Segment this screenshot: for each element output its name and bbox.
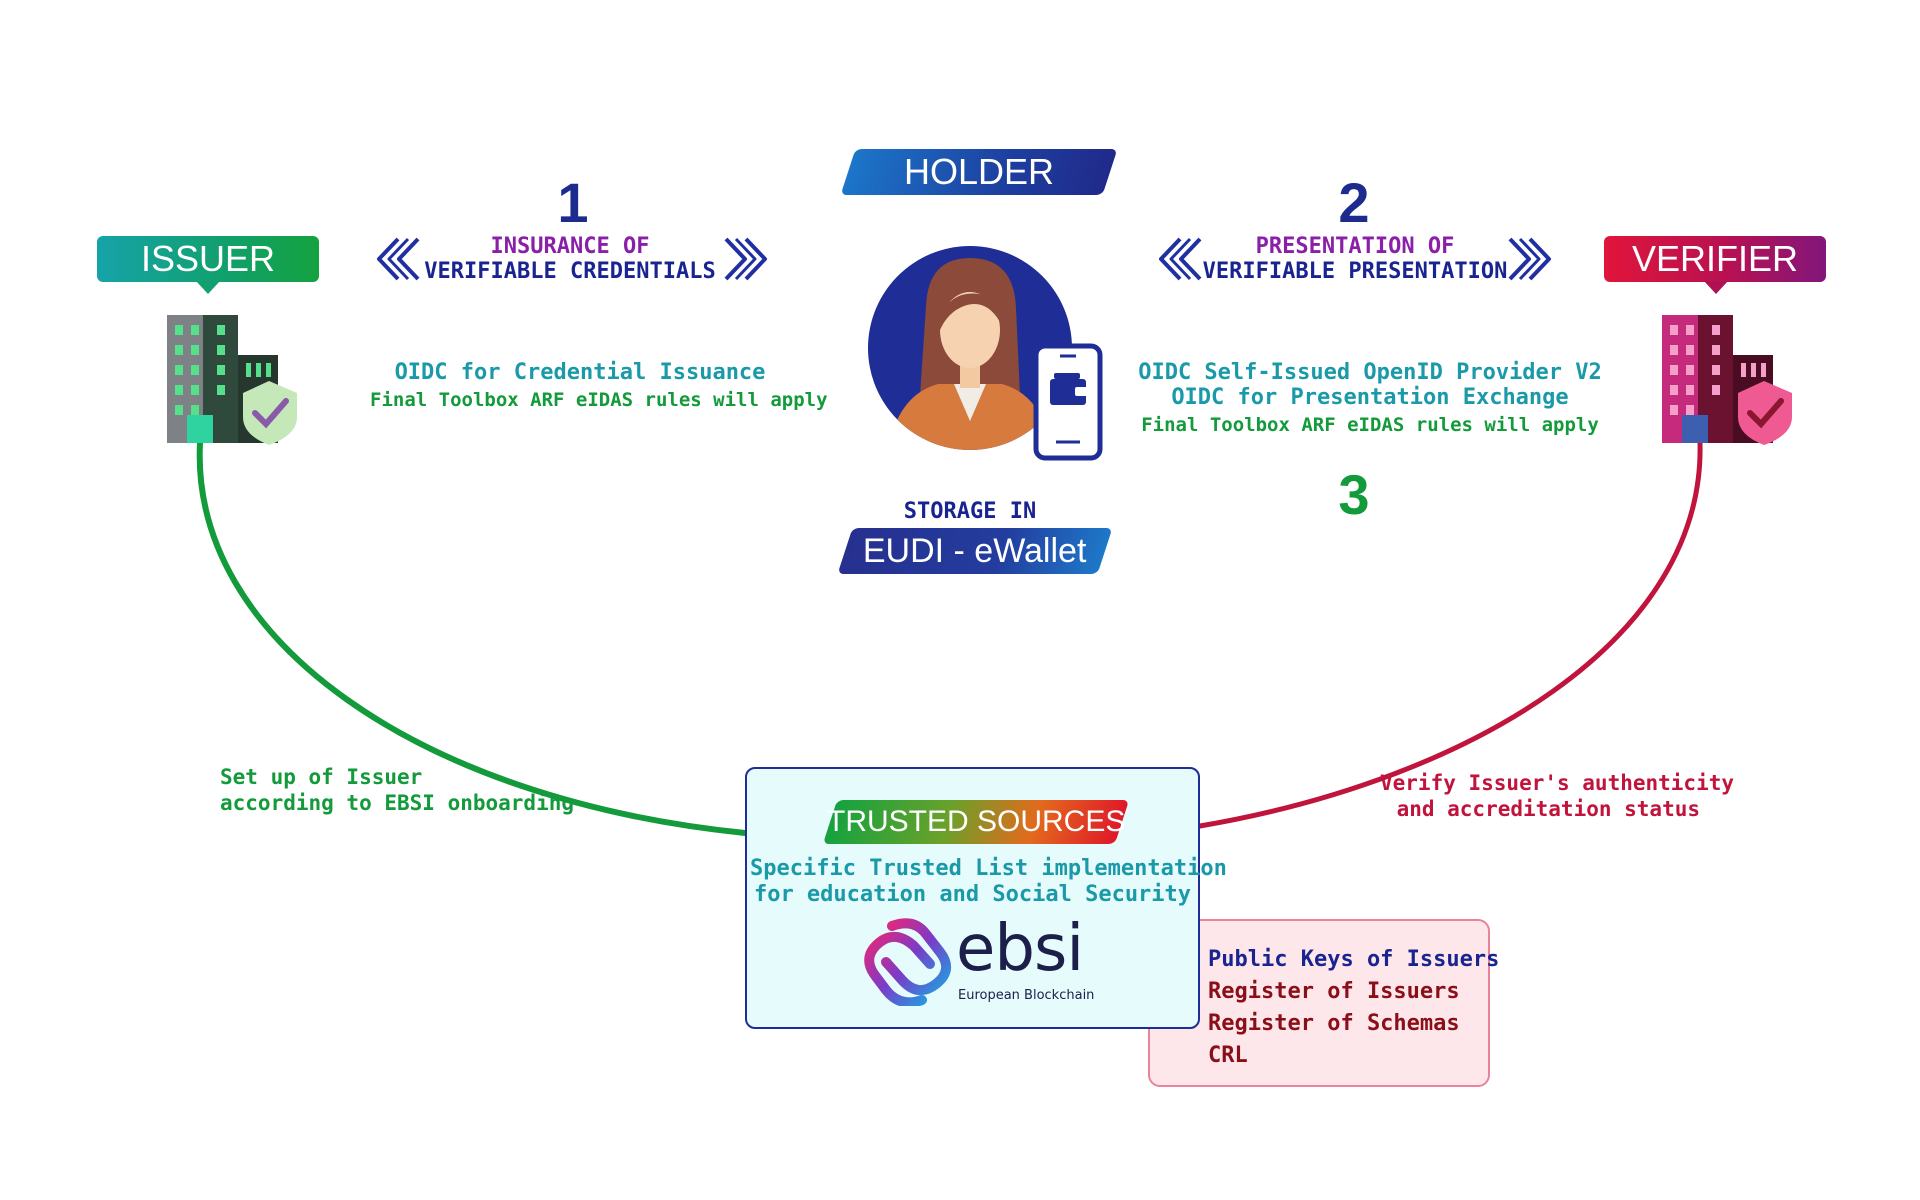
verify-issuer-text: Verify Issuer's authenticity and accredi… <box>1380 770 1735 822</box>
step-1-protocol: OIDC for Credential Issuance <box>394 360 766 385</box>
step-1-number: 1 <box>557 171 589 234</box>
verifier-building-icon <box>1662 315 1792 445</box>
step-3-number: 3 <box>1338 463 1370 526</box>
step-2-protocol-line1: OIDC Self-Issued OpenID Provider V2 <box>1138 360 1602 385</box>
registry-item: CRL <box>1208 1043 1248 1068</box>
step-1-title-line1: INSURANCE OF <box>490 234 650 259</box>
trusted-sources-desc-line2: for education and Social Security <box>753 882 1192 907</box>
verify-issuer-line1: Verify Issuer's authenticity <box>1380 771 1735 795</box>
issuer-pill: ISSUER <box>97 236 319 282</box>
verify-issuer-line2: and accreditation status <box>1396 797 1700 821</box>
trusted-sources-desc-line1: Specific Trusted List implementation <box>750 856 1227 881</box>
step-1-right-chevrons-icon <box>724 237 767 281</box>
verifier-pill: VERIFIER <box>1604 236 1826 282</box>
holder-pill: HOLDER <box>840 149 1118 195</box>
trusted-sources-label: TRUSTED SOURCES <box>826 805 1126 838</box>
ebsi-logo-text: ebsi <box>956 912 1084 986</box>
eudi-wallet-pill: EUDI - eWallet <box>837 528 1113 574</box>
trusted-sources-pill: TRUSTED SOURCES <box>822 800 1130 844</box>
issuer-building-icon <box>167 315 297 445</box>
ebsi-logo-subtext: European Blockchain <box>958 988 1095 1003</box>
step-1-title: INSURANCE OF VERIFIABLE CREDENTIALS <box>420 234 720 284</box>
storage-in-label: STORAGE IN <box>903 499 1037 524</box>
registry-item: Public Keys of Issuers <box>1208 947 1500 972</box>
holder-label: HOLDER <box>903 151 1055 192</box>
verifier-to-trusted-curve <box>1197 440 1703 829</box>
step-1-title-line2: VERIFIABLE CREDENTIALS <box>424 259 716 284</box>
step-1-rules: Final Toolbox ARF eIDAS rules will apply <box>370 389 828 411</box>
issuer-pill-pointer <box>196 281 220 294</box>
issuer-setup-line2: according to EBSI onboarding <box>220 791 575 815</box>
registry-item: Register of Issuers <box>1208 979 1460 1004</box>
step-1-left-chevrons-icon <box>377 237 420 281</box>
step-2-rules: Final Toolbox ARF eIDAS rules will apply <box>1141 414 1599 436</box>
step-2-title-line2: VERIFIABLE PRESENTATION <box>1202 259 1508 284</box>
step-2-title: PRESENTATION OF VERIFIABLE PRESENTATION <box>1200 234 1510 284</box>
verifier-label: VERIFIER <box>1631 238 1799 279</box>
issuer-to-trusted-curve <box>196 440 748 836</box>
step-2-protocol-line2: OIDC for Presentation Exchange <box>1171 385 1569 410</box>
step-2-right-chevrons-icon <box>1508 237 1551 281</box>
registries-list: Public Keys of Issuers Register of Issue… <box>1208 944 1499 1072</box>
registry-item: Register of Schemas <box>1208 1011 1460 1036</box>
verifier-pill-pointer <box>1704 281 1728 294</box>
issuer-setup-line1: Set up of Issuer <box>220 765 423 789</box>
issuer-setup-text: Set up of Issuer according to EBSI onboa… <box>220 764 574 816</box>
holder-avatar-icon <box>868 246 1103 461</box>
ebsi-logo-icon <box>864 918 951 1006</box>
step-2-left-chevrons-icon <box>1159 237 1202 281</box>
registries-box <box>1148 919 1490 1087</box>
wallet-label: EUDI - eWallet <box>863 531 1087 570</box>
step-2-number: 2 <box>1338 171 1370 234</box>
step-2-title-line1: PRESENTATION OF <box>1255 234 1455 259</box>
issuer-label: ISSUER <box>140 238 276 279</box>
